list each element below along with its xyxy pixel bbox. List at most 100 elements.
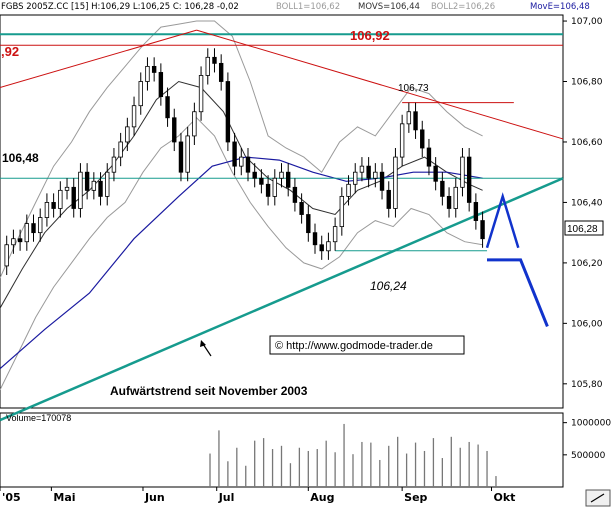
price-panel-frame (0, 14, 564, 409)
candle-body (31, 223, 36, 234)
candle-body (473, 202, 479, 221)
candle-body (38, 217, 43, 234)
candle-body (312, 232, 318, 246)
candle-body (393, 156, 398, 209)
level-label-106-73: 106,73 (398, 83, 429, 94)
candle-body (71, 186, 76, 209)
candle-body (319, 244, 324, 252)
x-tick-label: Jun (144, 491, 165, 504)
candle-body (165, 96, 170, 119)
candle-body (353, 171, 358, 185)
candle-body (138, 81, 143, 107)
candle-body (44, 202, 50, 218)
candle-body (460, 156, 465, 188)
y-tick-label: 106,00 (571, 319, 603, 329)
candle-body (480, 220, 485, 240)
candle-body (172, 117, 177, 143)
y-tick-label: 107,00 (571, 17, 603, 27)
candle-body (272, 177, 277, 197)
candle-body (212, 56, 217, 64)
candle-body (359, 165, 365, 173)
candle-body (252, 171, 257, 179)
candle-body (426, 147, 432, 167)
candle-body (346, 183, 351, 197)
scroll-corner-icon[interactable] (585, 489, 611, 507)
candle-body (125, 126, 130, 143)
x-tick-label: Jul (218, 491, 235, 504)
candle-body (118, 141, 123, 158)
website-box (269, 335, 465, 355)
candle-body (51, 202, 56, 209)
candle-body (111, 156, 117, 173)
volume-tick-label: 500000 (571, 451, 606, 461)
candle-body (11, 238, 16, 246)
x-tick-label: Aug (310, 491, 334, 504)
candle-body (232, 141, 237, 167)
candle-body (131, 105, 137, 128)
candle-body (239, 156, 244, 167)
candle-body (433, 165, 438, 182)
candle-body (286, 171, 291, 188)
header-move: MovE=106,48 (530, 2, 590, 12)
y-tick-label: 106,40 (571, 198, 603, 208)
bollinger-upper-line (0, 20, 483, 279)
resistance-line-falling (196, 29, 564, 140)
candle-body (151, 65, 157, 73)
candle-body (91, 180, 97, 191)
candle-body (185, 135, 190, 173)
resistance-line-rising (0, 29, 197, 89)
candle-body (145, 65, 150, 82)
candle-body (245, 156, 251, 173)
y-tick-label: 106,80 (571, 78, 603, 88)
level-label-left: ,92 (1, 44, 19, 59)
candle-body (326, 241, 331, 252)
candle-body (225, 81, 231, 143)
candle-body (279, 171, 284, 179)
last-price-box (564, 220, 604, 236)
header-bar: FGBS 2005Z.CC [15] H:106,29 L:106,25 C: … (0, 0, 613, 14)
candle-body (17, 238, 23, 243)
x-tick-label: '05 (2, 491, 21, 504)
candle-body (198, 75, 204, 113)
candle-body (292, 186, 298, 203)
candle-body (218, 62, 224, 82)
arrow-icon (200, 340, 212, 357)
candle-body (466, 156, 472, 203)
level-label-106-24: 106,24 (370, 279, 407, 293)
forecast-down-arrow (487, 258, 549, 327)
candle-body (192, 111, 197, 137)
candle-body (339, 195, 345, 228)
candle-body (379, 171, 385, 191)
header-boll1: BOLL1=106,62 (276, 2, 341, 12)
candle-body (84, 171, 90, 191)
candle-body (259, 177, 264, 185)
candle-body (366, 165, 371, 179)
forecast-up-arrow (485, 192, 520, 249)
candle-body (24, 223, 30, 243)
candle-body (406, 111, 412, 125)
candle-body (453, 186, 458, 209)
x-tick-label: Okt (494, 491, 516, 504)
candle-body (386, 189, 391, 209)
level-label-106-48: 106,48 (2, 151, 39, 165)
candle-body (265, 183, 271, 197)
y-tick-label: 106,20 (571, 259, 603, 269)
candle-body (306, 214, 311, 234)
candle-body (446, 195, 452, 209)
uptrend-label: Aufwärtstrend seit November 2003 (110, 384, 308, 398)
moving-average-exp-line (0, 156, 483, 370)
candle-body (64, 186, 70, 191)
candle-body (178, 141, 184, 173)
candle-body (420, 129, 425, 149)
header-boll2: BOLL2=106,26 (431, 2, 496, 12)
candle-body (78, 171, 83, 209)
candle-body (4, 244, 9, 267)
level-label-106-92: 106,92 (350, 28, 390, 43)
candle-body (299, 202, 304, 215)
candle-body (158, 72, 164, 98)
website-label[interactable]: © http://www.godmode-trader.de (275, 340, 433, 352)
candle-body (373, 171, 378, 179)
candle-body (440, 180, 445, 197)
candle-body (399, 123, 405, 158)
header-symbol: FGBS 2005Z.CC [15] H:106,29 L:106,25 C: … (1, 2, 239, 12)
